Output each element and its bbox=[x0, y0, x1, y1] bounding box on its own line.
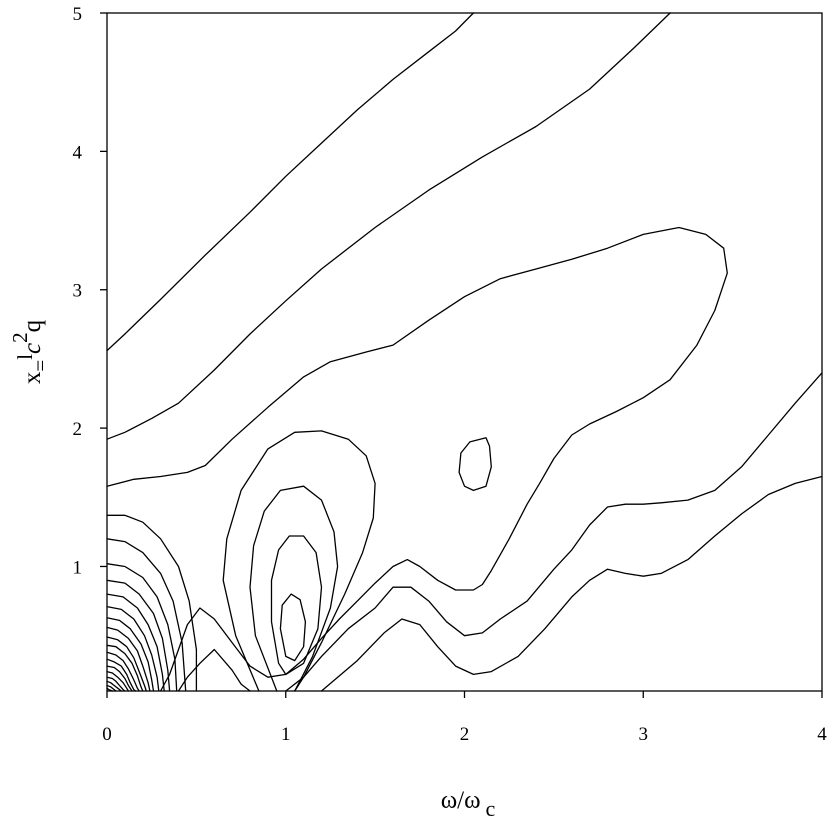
y-tick-label: 4 bbox=[73, 142, 83, 163]
contour-line bbox=[249, 485, 339, 692]
y-tick-label: 3 bbox=[73, 281, 83, 302]
contour-line bbox=[106, 658, 137, 692]
x-axis-title-subscript: c bbox=[486, 796, 496, 821]
x-tick-label: 3 bbox=[639, 724, 649, 745]
contour-line bbox=[106, 563, 178, 692]
axis-ticks: 0 1 2 3 4 1 2 3 4 5 bbox=[73, 4, 828, 745]
contour-line bbox=[106, 651, 140, 692]
x-tick-label: 0 bbox=[102, 724, 112, 745]
contour-line bbox=[106, 12, 671, 440]
y-tick-label: 1 bbox=[73, 557, 83, 578]
contour-line bbox=[177, 648, 251, 692]
contour-line bbox=[106, 226, 728, 692]
contour-line bbox=[106, 687, 114, 692]
y-axis-title-part: x bbox=[19, 371, 46, 384]
contour-lines bbox=[106, 12, 823, 692]
contour-line bbox=[106, 684, 117, 692]
y-axis-title-superscript: 2 bbox=[8, 332, 32, 343]
contour-line bbox=[106, 626, 151, 692]
contour-line bbox=[279, 593, 307, 662]
contour-line bbox=[106, 12, 475, 352]
y-axis-title-subscript: = bbox=[28, 360, 52, 372]
y-tick-label: 2 bbox=[73, 419, 83, 440]
contour-line bbox=[106, 579, 171, 692]
contour-line bbox=[106, 514, 198, 692]
contour-line bbox=[106, 636, 147, 692]
x-tick-label: 2 bbox=[460, 724, 470, 745]
contour-line bbox=[106, 617, 155, 692]
contour-line bbox=[106, 605, 160, 692]
y-tick-label: 5 bbox=[73, 4, 83, 25]
contour-line bbox=[106, 538, 187, 692]
x-tick-label: 4 bbox=[817, 724, 827, 745]
y-axis-title-part: q bbox=[19, 319, 46, 332]
contour-line bbox=[106, 644, 144, 692]
contour-line bbox=[222, 430, 376, 692]
contour-line bbox=[285, 372, 823, 692]
x-tick-label: 1 bbox=[281, 724, 291, 745]
contour-line bbox=[106, 665, 133, 692]
contour-line bbox=[458, 437, 492, 492]
y-axis-title-superscript: l bbox=[13, 354, 37, 360]
contour-line bbox=[270, 535, 323, 676]
contour-line bbox=[106, 593, 165, 692]
x-axis-title-part: ω/ω bbox=[441, 787, 481, 814]
y-axis-title: x=lc2q bbox=[8, 319, 52, 384]
contour-line bbox=[106, 680, 122, 692]
contour-line bbox=[320, 475, 823, 692]
x-axis-title: ω/ω c bbox=[441, 787, 496, 821]
contour-line bbox=[106, 670, 130, 692]
contour-line bbox=[106, 676, 126, 692]
plot-frame bbox=[106, 12, 823, 692]
y-axis-title-part: c bbox=[19, 343, 46, 354]
